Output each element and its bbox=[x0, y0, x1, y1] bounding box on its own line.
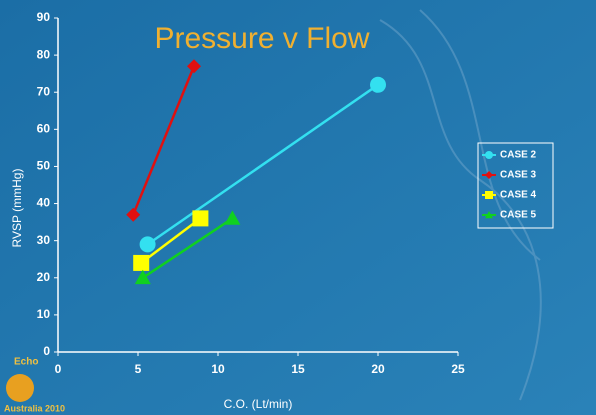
x-tick-label: 20 bbox=[371, 362, 385, 376]
slide: Pressure v Flow RVSP (mmHg) C.O. (Lt/min… bbox=[0, 0, 596, 415]
logo-text: Echo bbox=[14, 357, 38, 368]
y-tick-label: 70 bbox=[37, 84, 51, 98]
x-tick-label: 5 bbox=[135, 362, 142, 376]
y-tick-label: 90 bbox=[37, 10, 51, 24]
chart-title: Pressure v Flow bbox=[154, 22, 369, 55]
y-tick-label: 30 bbox=[37, 233, 51, 247]
legend-label: CASE 4 bbox=[500, 190, 537, 201]
y-tick-label: 20 bbox=[37, 270, 51, 284]
x-tick-label: 25 bbox=[451, 362, 465, 376]
logo-subtext: Australia 2010 bbox=[4, 403, 65, 413]
legend-label: CASE 5 bbox=[500, 210, 537, 221]
logo-icon bbox=[6, 374, 34, 402]
marker bbox=[485, 191, 493, 199]
marker bbox=[485, 151, 493, 159]
marker bbox=[192, 210, 208, 226]
x-tick-label: 0 bbox=[55, 362, 62, 376]
marker bbox=[133, 255, 149, 271]
marker bbox=[370, 77, 386, 93]
y-axis-label: RVSP (mmHg) bbox=[10, 169, 24, 248]
legend-label: CASE 3 bbox=[500, 170, 537, 181]
y-tick-label: 60 bbox=[37, 122, 51, 136]
x-tick-label: 10 bbox=[211, 362, 225, 376]
y-tick-label: 0 bbox=[43, 344, 50, 358]
y-tick-label: 10 bbox=[37, 307, 51, 321]
y-tick-label: 50 bbox=[37, 159, 51, 173]
x-axis-label: C.O. (Lt/min) bbox=[224, 397, 293, 411]
marker bbox=[140, 236, 156, 252]
legend-label: CASE 2 bbox=[500, 150, 537, 161]
x-tick-label: 15 bbox=[291, 362, 305, 376]
y-tick-label: 80 bbox=[37, 47, 51, 61]
y-tick-label: 40 bbox=[37, 196, 51, 210]
